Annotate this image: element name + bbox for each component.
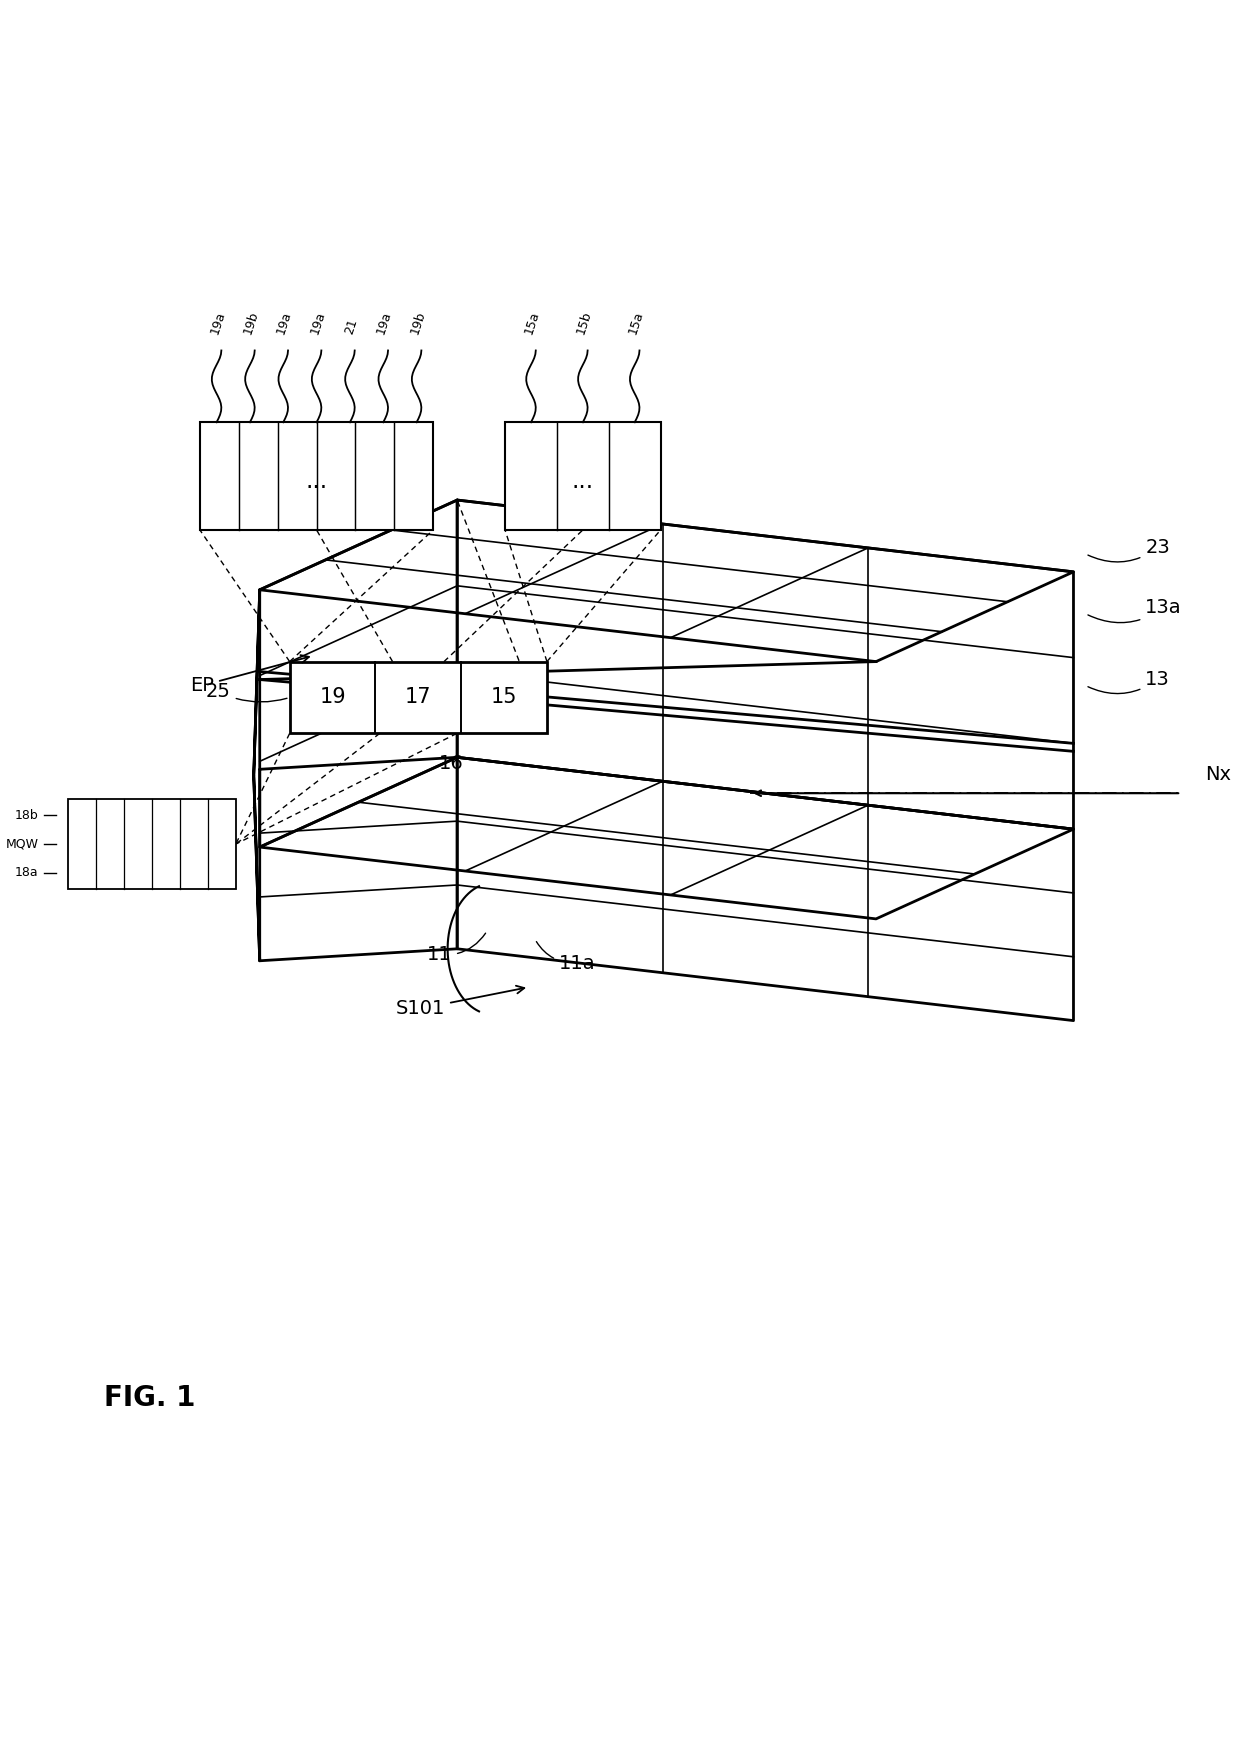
Text: 15: 15 — [491, 688, 517, 707]
Text: 13a: 13a — [1087, 598, 1182, 623]
Bar — [505, 423, 661, 530]
Text: 15a: 15a — [522, 310, 542, 337]
Text: 19b: 19b — [408, 310, 428, 337]
Text: 25: 25 — [206, 682, 286, 702]
Text: 17: 17 — [405, 688, 432, 707]
Text: 16: 16 — [439, 754, 464, 774]
Text: 15b: 15b — [574, 309, 594, 337]
Text: 15a: 15a — [626, 310, 646, 337]
Text: 19: 19 — [319, 688, 346, 707]
Text: FIG. 1: FIG. 1 — [104, 1384, 196, 1412]
Polygon shape — [458, 500, 1074, 830]
Text: 21: 21 — [342, 317, 360, 337]
Text: 18a: 18a — [15, 866, 38, 879]
Text: EP: EP — [191, 656, 309, 695]
Text: S101: S101 — [396, 986, 525, 1017]
Polygon shape — [259, 500, 458, 847]
Polygon shape — [458, 758, 1074, 1021]
Text: 11: 11 — [428, 933, 486, 965]
Text: 19a: 19a — [308, 310, 327, 337]
Text: 11a: 11a — [537, 942, 595, 973]
Text: 18b: 18b — [15, 809, 38, 823]
Polygon shape — [259, 758, 458, 961]
Polygon shape — [254, 500, 1074, 1021]
Text: 23: 23 — [1087, 538, 1171, 561]
Text: 19b: 19b — [242, 310, 260, 337]
Text: ...: ... — [305, 470, 327, 493]
Text: ...: ... — [572, 470, 594, 493]
Bar — [200, 423, 433, 530]
Bar — [68, 800, 236, 889]
Text: 19a: 19a — [374, 310, 394, 337]
Text: 19a: 19a — [208, 310, 228, 337]
Bar — [290, 661, 547, 733]
Text: 19a: 19a — [274, 310, 294, 337]
Text: Nx: Nx — [1205, 765, 1231, 784]
Text: MQW: MQW — [5, 838, 38, 851]
Text: 13: 13 — [1087, 670, 1171, 693]
Polygon shape — [259, 758, 1074, 919]
Polygon shape — [259, 500, 1074, 661]
